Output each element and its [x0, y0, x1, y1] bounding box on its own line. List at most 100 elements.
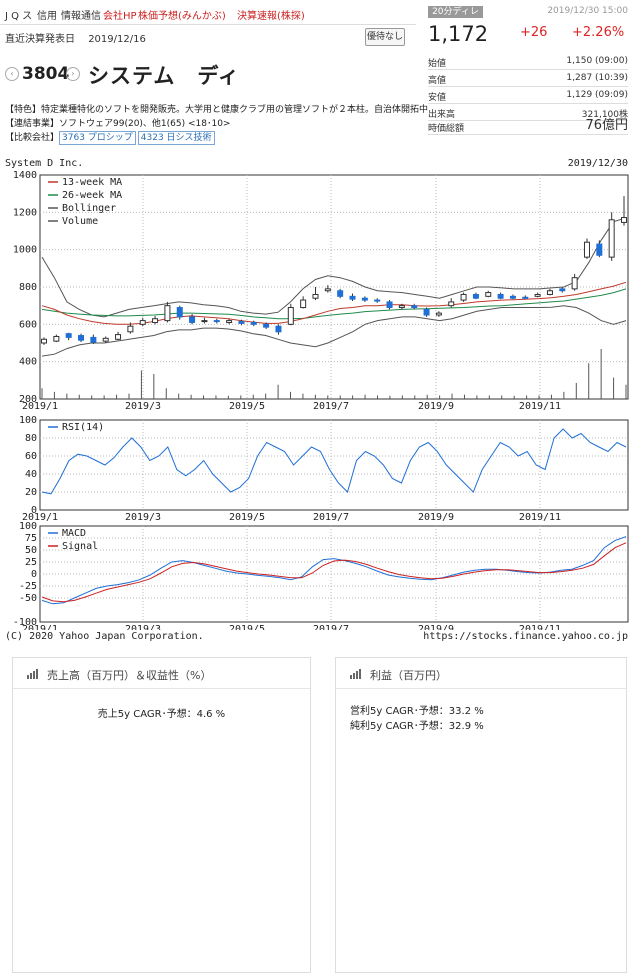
- candle-body: [127, 325, 134, 333]
- legend-label: RSI(14): [62, 422, 104, 433]
- sales-card-title: 売上高（百万円）＆収益性（%）: [47, 669, 212, 682]
- peer-link[interactable]: 3763 プロシップ: [59, 131, 136, 145]
- peer-link[interactable]: 4323 日シス技術: [137, 131, 215, 145]
- candle-body: [596, 243, 603, 256]
- candle-body: [571, 277, 578, 290]
- segments-line: 【連結事業】ソフトウェア99(20)、他1(65) <18･10>: [5, 119, 231, 129]
- preferential-badge[interactable]: 優待なし: [365, 28, 405, 46]
- x-tick-label: 2019/7: [313, 624, 349, 630]
- candle-body: [621, 217, 627, 223]
- x-tick-label: 2019/5: [229, 624, 265, 630]
- candle-body: [472, 293, 479, 299]
- peers-line: 【比較会社】 3763 プロシップ 4323 日シス技術: [5, 131, 428, 145]
- series-line: [41, 536, 627, 605]
- quote-row-market-cap: 時価総額 76億円: [428, 113, 628, 135]
- candle-body: [374, 299, 381, 302]
- x-tick-label: 2019/5: [229, 512, 265, 523]
- candle-body: [361, 297, 368, 301]
- candle-body: [287, 307, 294, 325]
- quote-value: 1,150 (09:00): [566, 56, 628, 66]
- profit-card-header: 利益（百万円）: [336, 658, 626, 689]
- chart-footer-left: (C) 2020 Yahoo Japan Corporation.: [5, 631, 204, 642]
- nav-item-margin[interactable]: 信用: [37, 11, 57, 22]
- candle-body: [423, 308, 430, 316]
- price-change: +26: [520, 25, 548, 40]
- y-tick-label: 800: [19, 282, 37, 293]
- y-tick-label: 25: [25, 557, 37, 568]
- candle-body: [226, 320, 233, 323]
- candle-body: [90, 336, 97, 343]
- y-tick-label: 0: [31, 569, 37, 580]
- candle-body: [102, 337, 109, 342]
- candle-body: [522, 296, 529, 299]
- profit-card-title: 利益（百万円）: [370, 669, 447, 682]
- prev-arrow-icon[interactable]: ‹: [5, 67, 19, 81]
- candle-body: [176, 307, 183, 318]
- candle-body: [152, 318, 159, 323]
- settlement-info: 直近決算発表日 2019/12/16: [5, 30, 146, 45]
- features-line: 【特色】特定業種特化のソフトを開発販売。大学用と健康クラブ用の管理ソフトが２本柱…: [5, 105, 429, 115]
- y-tick-label: 50: [25, 545, 37, 556]
- candle-body: [485, 292, 492, 297]
- settlement-label: 直近決算発表日: [5, 34, 75, 45]
- quote-value: 321,100株: [581, 110, 628, 120]
- ma26-line: [41, 288, 627, 320]
- y-tick-label: 200: [19, 394, 37, 405]
- y-tick-label: 400: [19, 357, 37, 368]
- quote-value: 76億円: [585, 118, 628, 133]
- x-tick-label: 2019/3: [125, 624, 161, 630]
- quote-label: 高値: [428, 76, 447, 86]
- quote-label: 安値: [428, 93, 447, 103]
- candle-body: [201, 320, 208, 323]
- plot-frame: [39, 419, 629, 511]
- quote-row-open: 始値 1,150 (09:00): [428, 52, 628, 70]
- candle-body: [546, 290, 553, 295]
- sales-card-header: 売上高（百万円）＆収益性（%）: [13, 658, 310, 689]
- quote-label: 出来高: [428, 110, 456, 120]
- nav-item-sector[interactable]: 情報通信: [61, 11, 101, 22]
- candle-body: [448, 301, 455, 307]
- quote-label: 始値: [428, 59, 447, 69]
- candle-body: [139, 320, 146, 325]
- y-tick-label: 75: [25, 533, 37, 544]
- legend-label: MACD: [62, 528, 86, 539]
- candle-body: [189, 316, 196, 323]
- nav-item-minkabu[interactable]: 株価予想(みんかぶ): [138, 11, 226, 22]
- candle-body: [324, 288, 331, 292]
- candle-body: [78, 335, 85, 341]
- quote-row-volume: 出来高 321,100株: [428, 103, 628, 121]
- candle-body: [312, 293, 319, 299]
- x-tick-label: 2019/1: [22, 624, 58, 630]
- ma13-line: [41, 281, 627, 325]
- sales-cagr: 売上5y CAGR･予想：4.6 %: [97, 709, 226, 720]
- x-tick-label: 2019/11: [519, 512, 561, 523]
- legend-label: Signal: [62, 541, 98, 552]
- candle-body: [608, 219, 615, 258]
- bollinger-upper-line: [41, 217, 627, 318]
- bar-chart-icon: [350, 669, 362, 679]
- nav-item-company-hp[interactable]: 会社HP: [103, 11, 137, 22]
- candle-body: [534, 293, 541, 297]
- nav-item-market[interactable]: J Q ス: [5, 11, 33, 22]
- candle-body: [460, 293, 467, 301]
- nav-item-kabutan[interactable]: 決算速報(株探): [237, 11, 305, 22]
- y-tick-label: 100: [19, 415, 37, 426]
- y-tick-label: 0: [31, 505, 37, 516]
- quote-label: 時価総額: [428, 124, 465, 134]
- stock-name: システム ディ: [88, 64, 240, 88]
- chart-header-right: 2019/12/30: [567, 158, 628, 169]
- series-line: [41, 542, 627, 603]
- bar-chart-icon: [27, 669, 39, 679]
- x-tick-label: 2019/9: [418, 624, 454, 630]
- next-arrow-icon[interactable]: ›: [66, 67, 80, 81]
- candle-body: [411, 305, 418, 309]
- y-tick-label: 80: [25, 433, 37, 444]
- candle-body: [583, 241, 590, 258]
- x-tick-label: 2019/9: [418, 512, 454, 523]
- quote-value: 1,287 (10:39): [566, 73, 628, 83]
- y-tick-label: 1000: [13, 245, 37, 256]
- chart-header-left: System D Inc.: [5, 158, 84, 169]
- peers-label: 【比較会社】: [5, 133, 60, 143]
- candle-body: [497, 293, 504, 299]
